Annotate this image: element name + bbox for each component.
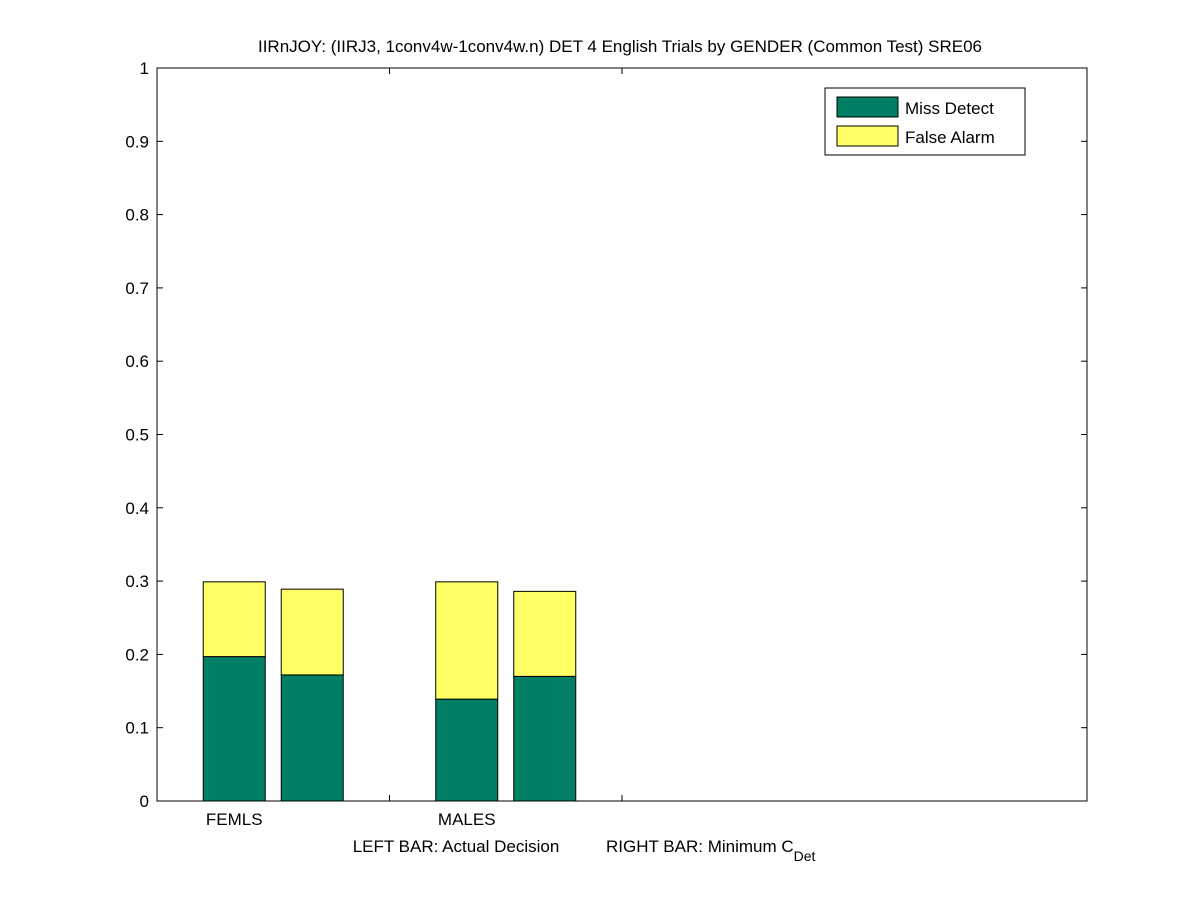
y-tick-label: 0.4 [125, 499, 149, 518]
bar-femls-actual-miss-detect [202, 656, 266, 802]
x-axis-label-right-main: RIGHT BAR: Minimum C [606, 837, 794, 856]
x-tick-label: FEMLS [206, 810, 263, 829]
x-axis-label-right: RIGHT BAR: Minimum CDet [606, 837, 816, 864]
y-tick-label: 0.1 [125, 719, 149, 738]
bar-males-minimum-false-alarm [513, 590, 577, 677]
bar-femls-minimum-false-alarm [280, 588, 344, 676]
bar-femls-actual-false-alarm [202, 581, 266, 658]
bar-femls-minimum-miss-detect [280, 674, 344, 802]
bar-males-minimum-miss-detect [513, 675, 577, 802]
x-axis-label-right-subscript: Det [794, 848, 816, 864]
y-tick-label: 0 [140, 792, 149, 811]
legend-swatch-false-alarm [836, 125, 899, 147]
legend-label-miss-detect: Miss Detect [905, 99, 994, 118]
x-tick-label: MALES [438, 810, 496, 829]
y-tick-label: 1 [140, 59, 149, 78]
bar-males-actual-false-alarm [435, 581, 499, 700]
x-axis: FEMLS MALES [206, 68, 623, 829]
bar-males-actual-miss-detect [435, 698, 499, 802]
y-axis: 0 0.1 0.2 0.3 0.4 0.5 0.6 0.7 0.8 0.9 1 [125, 59, 1087, 811]
y-tick-label: 0.6 [125, 352, 149, 371]
y-tick-label: 0.7 [125, 279, 149, 298]
legend-swatch-miss-detect [836, 96, 899, 118]
y-tick-label: 0.3 [125, 572, 149, 591]
legend: Miss Detect False Alarm [824, 87, 1026, 156]
chart-title: IIRnJOY: (IIRJ3, 1conv4w-1conv4w.n) DET … [258, 37, 982, 56]
y-tick-label: 0.2 [125, 645, 149, 664]
y-tick-label: 0.8 [125, 206, 149, 225]
x-axis-label-left: LEFT BAR: Actual Decision [353, 837, 560, 856]
bars [202, 581, 577, 802]
legend-label-false-alarm: False Alarm [905, 128, 995, 147]
y-tick-label: 0.9 [125, 132, 149, 151]
y-tick-label: 0.5 [125, 426, 149, 445]
